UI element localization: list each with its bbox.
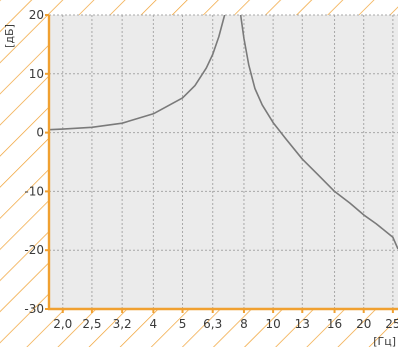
- y-axis-label: [дБ]: [3, 24, 16, 48]
- x-tick-label: 10: [265, 317, 280, 331]
- curves: [49, 15, 398, 250]
- y-tick-label: -20: [24, 243, 44, 257]
- y-tick-label: 10: [29, 67, 44, 81]
- x-tick-label: 13: [295, 317, 310, 331]
- series-line-1: [49, 15, 226, 131]
- x-tick-label: 5: [179, 317, 187, 331]
- x-tick-label: 2,5: [82, 317, 101, 331]
- grid: [49, 14, 398, 309]
- x-tick-label: 25: [385, 317, 398, 331]
- x-axis-label: [Гц]: [373, 335, 396, 347]
- x-tick-label: 6,3: [203, 317, 222, 331]
- x-tick-label: 4: [150, 317, 158, 331]
- y-tick-label: -10: [24, 184, 44, 198]
- y-tick-label: 0: [36, 126, 44, 140]
- y-tick-label: 20: [29, 8, 44, 22]
- y-tick-labels: 20 10 0 -10 -20 -30: [24, 8, 49, 316]
- x-tick-label: 20: [356, 317, 371, 331]
- x-tick-label: 3,2: [113, 317, 132, 331]
- x-tick-label: 2,0: [53, 317, 72, 331]
- plot-area: [49, 15, 398, 309]
- y-tick-label: -30: [24, 302, 44, 316]
- axes: [47, 15, 398, 311]
- x-tick-labels: 2,0 2,5 3,2 4 5 6,3 8 10 13 16 20 25: [53, 309, 398, 331]
- x-tick-label: 8: [240, 317, 248, 331]
- x-tick-label: 16: [327, 317, 342, 331]
- series-line-2: [239, 15, 398, 250]
